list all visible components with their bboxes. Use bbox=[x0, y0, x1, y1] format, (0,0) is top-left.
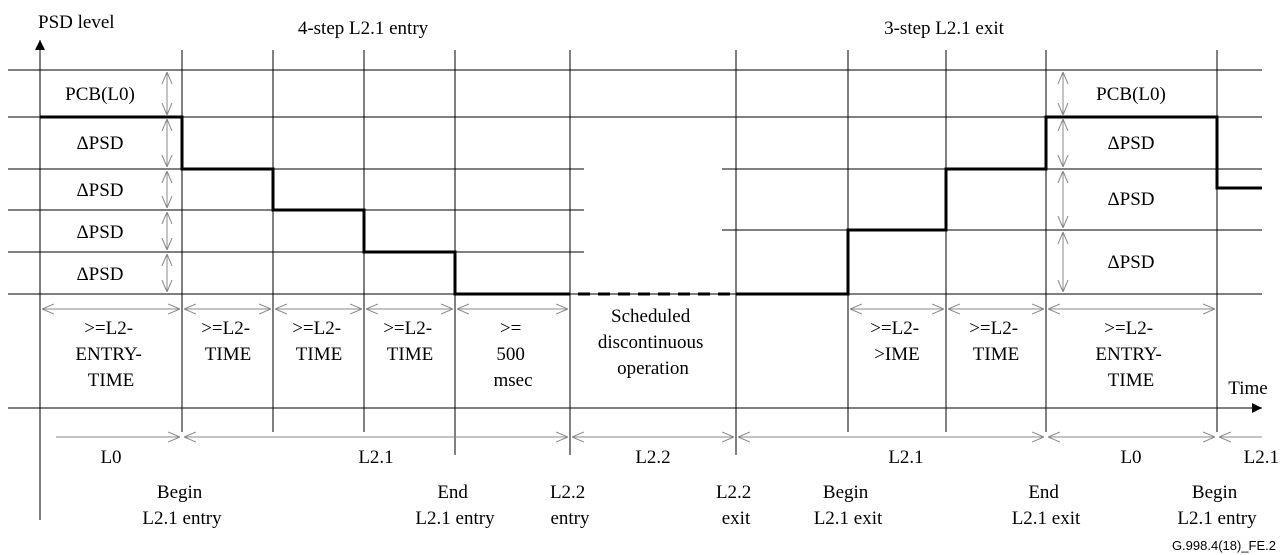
duration-label: >=L2- >IME bbox=[870, 318, 924, 365]
psd-level-trace-entry bbox=[40, 115, 570, 296]
event-label: End L2.1 exit bbox=[1012, 482, 1081, 529]
state-label: L0 bbox=[100, 447, 121, 468]
y-axis-title: PSD level bbox=[38, 12, 115, 33]
level-label-right-pcb: PCB(L0) bbox=[1096, 84, 1166, 105]
level-arrows bbox=[167, 72, 1063, 292]
x-axis-title: Time bbox=[1228, 378, 1267, 399]
duration-label: >=L2- TIME bbox=[383, 318, 437, 365]
level-label-left-dpsd-3: ΔPSD bbox=[76, 222, 123, 243]
level-label-left-pcb: PCB(L0) bbox=[65, 84, 135, 105]
state-label: L2.2 bbox=[635, 447, 670, 468]
duration-label: >=L2- ENTRY- TIME bbox=[75, 318, 146, 391]
level-label-right-dpsd-3: ΔPSD bbox=[1107, 252, 1154, 273]
level-label-right-dpsd-1: ΔPSD bbox=[1107, 133, 1154, 154]
state-label: L2.1 bbox=[358, 447, 393, 468]
state-label: L2.1 bbox=[888, 447, 923, 468]
event-label: L2.2 exit bbox=[716, 482, 756, 529]
level-label-left-dpsd-1: ΔPSD bbox=[76, 133, 123, 154]
horizontal-grid bbox=[8, 69, 1262, 295]
duration-label: >=L2- TIME bbox=[292, 318, 346, 365]
event-label: Begin L2.1 entry bbox=[1177, 482, 1257, 529]
psd-level-trace-exit bbox=[736, 115, 1262, 296]
state-label: L2.1 bbox=[1244, 447, 1279, 468]
exit-title: 3-step L2.1 exit bbox=[884, 18, 1005, 39]
duration-label: >=L2- TIME bbox=[201, 318, 255, 365]
state-label: L0 bbox=[1120, 447, 1141, 468]
event-label: L2.2 entry bbox=[550, 482, 590, 529]
figure-id: G.998.4(18)_FE.2 bbox=[1172, 538, 1276, 553]
duration-label: >=L2- TIME bbox=[969, 318, 1023, 365]
event-label: Begin L2.1 exit bbox=[814, 482, 883, 529]
level-label-left-dpsd-4: ΔPSD bbox=[76, 264, 123, 285]
duration-label: >= 500 msec bbox=[493, 318, 532, 391]
level-label-left-dpsd-2: ΔPSD bbox=[76, 180, 123, 201]
level-label-right-dpsd-2: ΔPSD bbox=[1107, 189, 1154, 210]
entry-title: 4-step L2.1 entry bbox=[298, 18, 429, 39]
duration-label: >=L2- ENTRY- TIME bbox=[1095, 318, 1166, 391]
duration-label: Scheduled discontinuous operation bbox=[598, 306, 708, 379]
event-label: End L2.1 entry bbox=[415, 482, 495, 529]
event-label: Begin L2.1 entry bbox=[142, 482, 222, 529]
